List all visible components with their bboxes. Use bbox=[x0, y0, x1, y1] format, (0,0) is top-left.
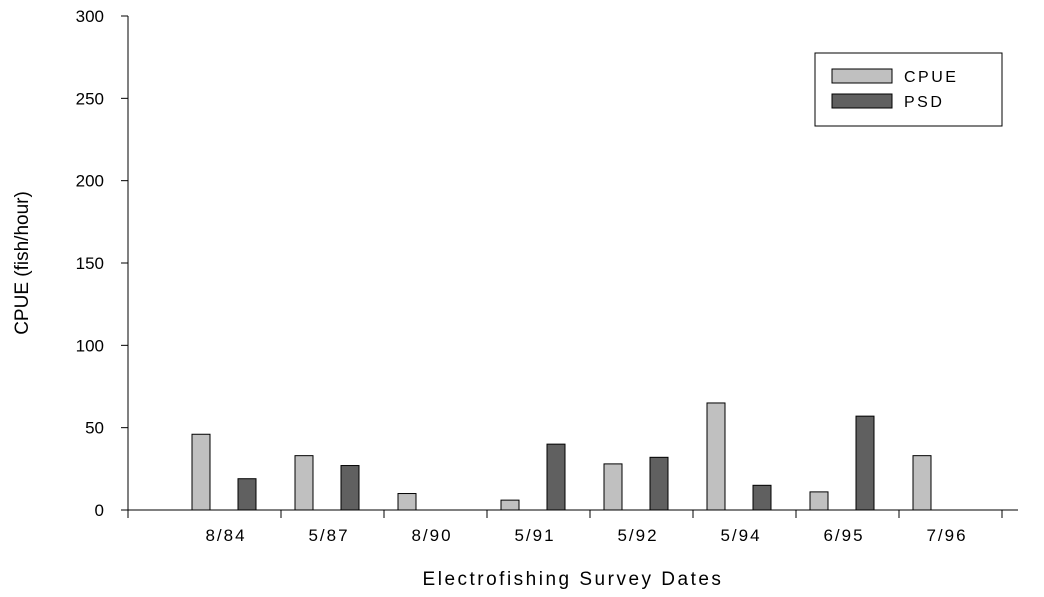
bar-cpue-5-87 bbox=[294, 455, 314, 511]
bar-cpue-5-91 bbox=[500, 499, 520, 511]
y-tick-label: 0 bbox=[95, 501, 104, 520]
bar-psd-5-91 bbox=[546, 443, 566, 511]
x-axis-ticks: 8/84 5/87 8/90 5/91 5/92 5/94 6/95 7/96 bbox=[127, 510, 1003, 545]
y-tick-label: 150 bbox=[76, 254, 104, 273]
x-tick-label: 5/94 bbox=[720, 526, 761, 545]
bars bbox=[191, 402, 932, 511]
x-tick-label: 5/92 bbox=[617, 526, 658, 545]
bar-psd-8-84 bbox=[237, 478, 257, 511]
x-tick-label: 5/91 bbox=[514, 526, 555, 545]
bar-cpue-5-94 bbox=[706, 402, 726, 511]
y-tick-label: 200 bbox=[76, 172, 104, 191]
x-tick-label: 8/84 bbox=[205, 526, 246, 545]
x-axis-title: Electrofishing Survey Dates bbox=[423, 569, 724, 590]
legend-label-psd: PSD bbox=[904, 94, 944, 111]
y-tick-label: 50 bbox=[85, 419, 104, 438]
bar-cpue-8-84 bbox=[191, 433, 211, 511]
legend-label-cpue: CPUE bbox=[904, 69, 958, 86]
x-tick-label: 6/95 bbox=[823, 526, 864, 545]
x-tick-label: 7/96 bbox=[926, 526, 967, 545]
y-axis-title: CPUE (fish/hour) bbox=[12, 191, 33, 335]
bar-psd-5-87 bbox=[340, 465, 360, 511]
y-tick-label: 100 bbox=[76, 336, 104, 355]
bar-psd-5-94 bbox=[752, 484, 772, 511]
x-tick-label: 8/90 bbox=[411, 526, 452, 545]
legend-box bbox=[814, 52, 1003, 127]
y-tick-label: 300 bbox=[76, 7, 104, 26]
bar-psd-6-95 bbox=[855, 415, 875, 511]
bar-cpue-6-95 bbox=[809, 491, 829, 511]
x-tick-label: 5/87 bbox=[308, 526, 349, 545]
bar-cpue-7-96 bbox=[912, 455, 932, 511]
bar-cpue-8-90 bbox=[397, 493, 417, 511]
legend-swatch-cpue bbox=[831, 68, 893, 84]
y-axis-ticks: 0 50 100 150 200 250 300 bbox=[76, 7, 128, 520]
y-tick-label: 250 bbox=[76, 89, 104, 108]
legend-swatch-psd bbox=[831, 93, 893, 109]
bar-psd-5-92 bbox=[649, 456, 669, 511]
bar-cpue-5-92 bbox=[603, 463, 623, 511]
legend: CPUE PSD bbox=[814, 52, 1003, 127]
